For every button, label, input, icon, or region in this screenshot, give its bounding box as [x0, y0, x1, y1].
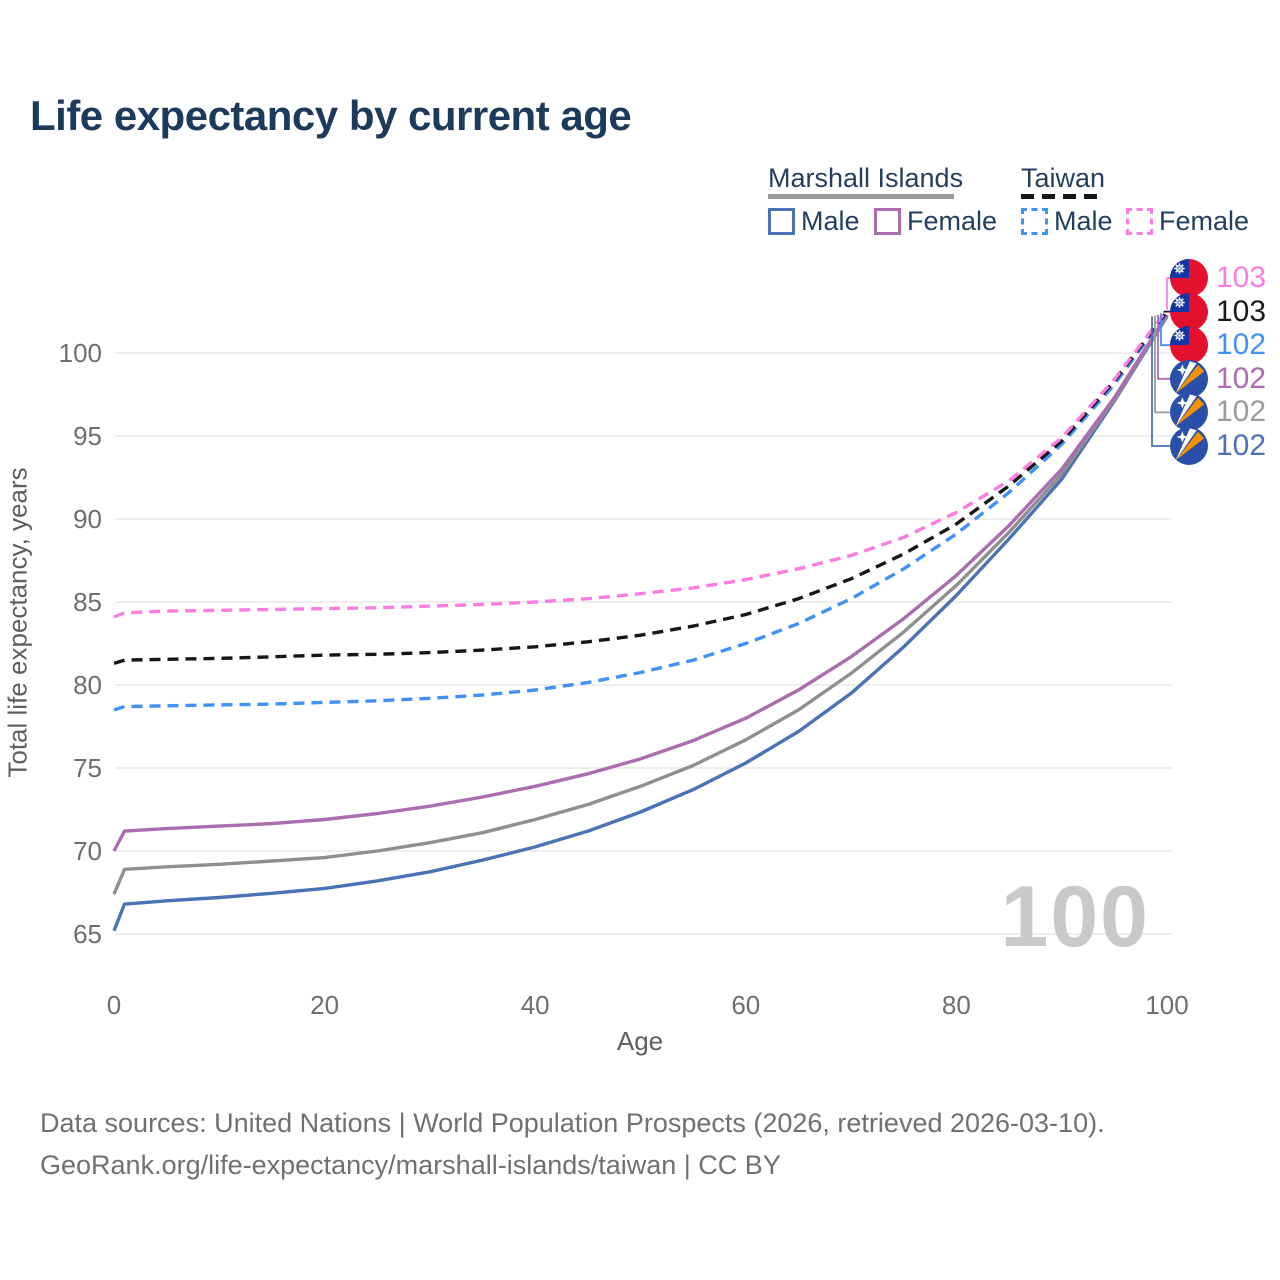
marshall-islands-flag-icon: [1170, 359, 1208, 398]
footer-data-sources: Data sources: United Nations | World Pop…: [40, 1108, 1105, 1138]
chart-title: Life expectancy by current age: [30, 92, 632, 139]
legend-line-sample-marshall-islands: [768, 194, 954, 199]
y-tick-label: 70: [73, 836, 102, 866]
x-tick-label: 20: [310, 990, 340, 1020]
taiwan-flag-icon: [1170, 259, 1208, 297]
series-end-label-marshall-islands-male: 102: [1170, 427, 1266, 465]
legend-group-marshall-islands[interactable]: Marshall Islands: [768, 163, 964, 193]
legend-item-mi-male[interactable]: Male: [768, 206, 860, 237]
y-tick-label: 75: [73, 753, 102, 783]
end-value: 103: [1216, 294, 1267, 328]
y-tick-label: 100: [58, 338, 102, 368]
series-end-label-marshall-islands-female: 102: [1170, 359, 1267, 398]
marshall-islands-flag-icon: [1170, 393, 1208, 432]
y-tick-label: 90: [73, 504, 102, 534]
end-value: 102: [1216, 429, 1267, 462]
y-tick-label: 80: [73, 670, 102, 700]
x-tick-label: 40: [520, 990, 550, 1020]
end-value: 102: [1216, 328, 1267, 362]
y-tick-label: 65: [73, 919, 102, 949]
marshall-islands-flag-icon: [1170, 427, 1208, 465]
x-axis-title: Age: [616, 1026, 664, 1056]
x-tick-label: 0: [106, 990, 122, 1020]
legend-label: Female: [1159, 206, 1250, 236]
footer-attribution-link[interactable]: GeoRank.org/life-expectancy/marshall-isl…: [40, 1150, 781, 1180]
legend-group-taiwan[interactable]: Taiwan: [1021, 163, 1106, 193]
series-end-label-taiwan-female: 103: [1170, 259, 1266, 297]
taiwan-flag-icon: [1170, 326, 1208, 365]
y-axis-title: Total life expectancy, years: [2, 467, 33, 778]
series-end-label-taiwan-combined: 103: [1170, 292, 1267, 331]
x-tick-label: 100: [1145, 990, 1189, 1020]
age-counter-watermark: 100: [1000, 869, 1150, 965]
checkbox-tw-male-icon[interactable]: [1021, 208, 1048, 235]
y-tick-label: 85: [73, 587, 102, 617]
legend-label: Male: [801, 206, 860, 236]
x-tick-label: 60: [731, 990, 761, 1020]
legend-label: Male: [1054, 206, 1113, 236]
checkbox-tw-female-icon[interactable]: [1126, 208, 1153, 235]
legend-item-tw-female[interactable]: Female: [1126, 206, 1249, 237]
checkbox-mi-male-icon[interactable]: [768, 208, 795, 235]
x-tick-label: 80: [941, 990, 971, 1020]
checkbox-mi-female-icon[interactable]: [874, 208, 901, 235]
legend-line-sample-taiwan: [1021, 194, 1101, 199]
legend-label: Female: [907, 206, 998, 236]
y-tick-label: 95: [73, 421, 102, 451]
legend-item-mi-female[interactable]: Female: [874, 206, 997, 237]
series-end-label-marshall-islands-combined: 102: [1170, 393, 1267, 432]
end-value: 102: [1216, 395, 1267, 429]
legend-item-tw-male[interactable]: Male: [1021, 206, 1113, 237]
end-value: 103: [1216, 261, 1267, 294]
series-end-label-taiwan-male: 102: [1170, 326, 1267, 365]
taiwan-flag-icon: [1170, 292, 1208, 331]
end-value: 102: [1216, 361, 1267, 395]
